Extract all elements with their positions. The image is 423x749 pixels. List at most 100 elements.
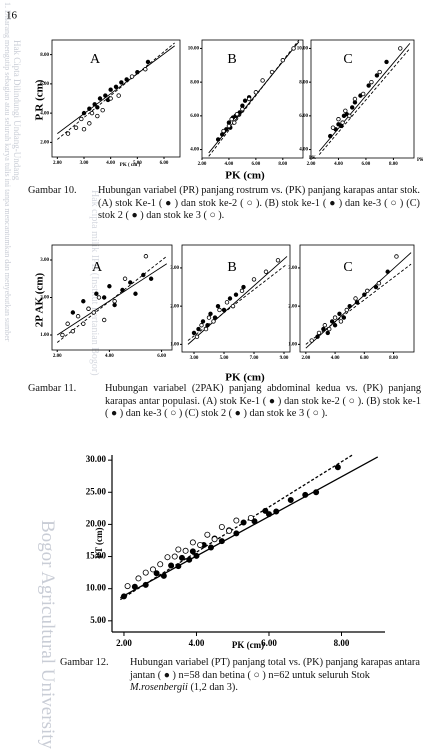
point	[374, 73, 380, 78]
point	[120, 593, 127, 600]
y-tick-label: 3.00	[170, 266, 179, 271]
point	[95, 105, 100, 110]
point	[269, 69, 275, 75]
point	[108, 96, 113, 101]
point	[208, 311, 213, 316]
y-tick-label: 6.00	[190, 114, 199, 119]
point	[81, 299, 86, 304]
x-tick-label: 6.00	[160, 161, 169, 166]
point	[227, 296, 233, 301]
point	[116, 93, 121, 98]
point	[336, 117, 341, 122]
point	[362, 292, 367, 297]
point	[347, 113, 352, 119]
point	[211, 319, 216, 324]
x-axis-label: PK (cm)	[225, 170, 265, 182]
point	[196, 326, 201, 332]
page-number: 16	[6, 10, 18, 22]
point	[171, 553, 178, 560]
point	[81, 127, 87, 132]
caption: Hubungan variabel (2PAK) panjang abdomin…	[105, 383, 421, 420]
point	[360, 91, 366, 97]
point	[385, 269, 390, 274]
point	[233, 530, 240, 537]
caption-label: Gambar 11.	[28, 383, 77, 394]
point	[233, 517, 240, 524]
y-tick-label: 10.00	[86, 583, 107, 593]
y-tick-label: 10.00	[188, 47, 200, 52]
y-tick-label: 4.00	[190, 148, 199, 153]
point	[211, 536, 218, 543]
point	[260, 78, 265, 83]
point	[291, 46, 296, 51]
point	[100, 107, 105, 113]
point	[354, 300, 360, 305]
point	[322, 323, 328, 328]
x-tick-label: 4.00	[105, 354, 114, 359]
caption-text: Hubungan variabel (PT) panjang total vs.…	[130, 657, 420, 681]
fit-line	[187, 256, 288, 345]
point	[199, 323, 204, 328]
point	[79, 116, 84, 122]
point	[107, 284, 112, 289]
y-tick-label: 8.00	[299, 80, 308, 85]
point	[398, 46, 403, 51]
point	[86, 306, 91, 311]
point	[91, 310, 96, 315]
frame	[181, 244, 291, 353]
point	[394, 254, 399, 259]
point	[327, 326, 332, 332]
point	[221, 128, 226, 134]
point	[92, 102, 97, 107]
point	[193, 552, 200, 559]
point	[168, 562, 175, 569]
point	[316, 330, 322, 336]
point	[70, 329, 76, 334]
point	[366, 83, 371, 88]
point	[337, 311, 342, 316]
point	[217, 307, 222, 313]
y-tick-label: 2.00	[40, 141, 49, 146]
point	[246, 96, 252, 102]
frame	[201, 39, 304, 159]
point	[112, 299, 117, 304]
x-tick-label: 4.00	[106, 161, 115, 166]
point	[128, 280, 133, 285]
point	[203, 326, 209, 332]
point	[135, 575, 142, 582]
point	[215, 137, 221, 142]
point	[96, 295, 102, 300]
y-tick-label: 8.00	[40, 53, 49, 58]
point	[89, 110, 95, 116]
point	[376, 281, 382, 286]
point	[194, 334, 200, 339]
point	[221, 307, 227, 313]
panel-label: B	[227, 52, 236, 67]
y-tick-label: 8.00	[190, 80, 199, 85]
point	[328, 133, 333, 139]
point	[97, 96, 103, 101]
point	[377, 69, 382, 75]
frame	[51, 39, 181, 158]
point	[122, 276, 128, 281]
point	[124, 583, 131, 590]
point	[129, 74, 135, 79]
x-tick-label: 6.00	[261, 638, 277, 648]
x-tick-label: 7.00	[250, 356, 259, 361]
point	[384, 59, 389, 65]
y-tick-label: 1.00	[170, 342, 179, 347]
fit-line	[57, 42, 175, 140]
point	[143, 254, 149, 259]
fit-line	[318, 43, 411, 152]
fit-line	[305, 252, 412, 349]
x-tick-label: 2.00	[116, 638, 132, 648]
point	[313, 489, 320, 496]
point	[347, 303, 352, 309]
species: M.rosenbergii	[130, 682, 188, 694]
point	[142, 569, 149, 576]
point	[343, 108, 348, 113]
point	[60, 332, 65, 338]
point	[365, 288, 370, 294]
x-tick-label: 6.00	[362, 162, 371, 167]
y-tick-label: 10.00	[297, 47, 309, 52]
